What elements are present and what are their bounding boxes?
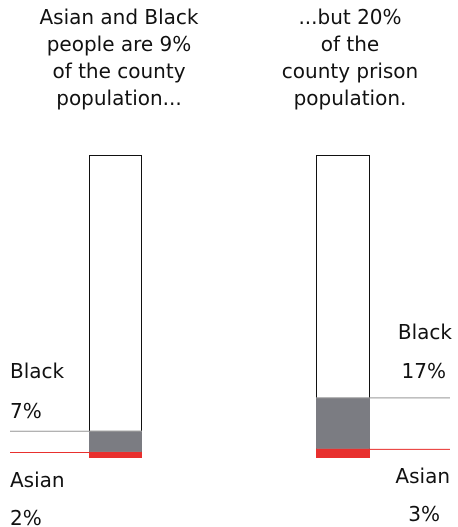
label-black-name-county-prison-population: Black xyxy=(398,320,453,344)
bar-segment-asian-county-prison-population xyxy=(316,449,370,458)
bar-segment-black-county-population xyxy=(89,431,142,452)
bar-segment-black-county-prison-population xyxy=(316,397,370,449)
label-asian-value-county-population: 2% xyxy=(10,506,42,527)
bar-county-population: Black 7% Asian 2% xyxy=(10,156,142,527)
label-black-value-county-population: 7% xyxy=(10,399,42,423)
label-asian-name-county-population: Asian xyxy=(10,468,65,492)
label-black-value-county-prison-population: 17% xyxy=(402,359,446,383)
bar-outline-county-population xyxy=(90,156,142,458)
label-asian-name-county-prison-population: Asian xyxy=(395,464,450,488)
label-black-name-county-population: Black xyxy=(10,359,65,383)
bar-county-prison-population: Black 17% Asian 3% xyxy=(316,156,452,527)
label-asian-value-county-prison-population: 3% xyxy=(408,502,440,526)
